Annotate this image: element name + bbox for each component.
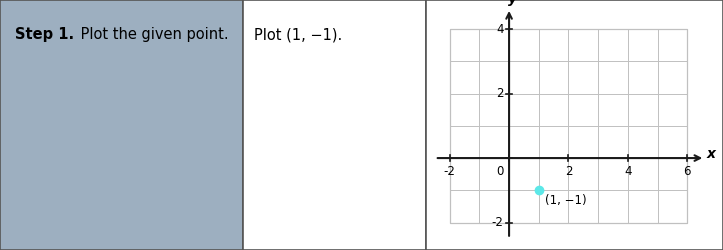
Text: x: x [706,147,716,161]
Text: Plot (1, −1).: Plot (1, −1). [254,28,342,42]
Text: -2: -2 [492,216,504,229]
Text: 2: 2 [496,87,504,100]
Text: 0: 0 [497,165,504,178]
Text: Plot the given point.: Plot the given point. [77,28,229,42]
Text: 6: 6 [683,165,691,178]
Text: -2: -2 [444,165,455,178]
Text: 4: 4 [624,165,632,178]
Text: (1, −1): (1, −1) [544,194,586,206]
Bar [450,29,688,222]
Text: y: y [508,0,517,6]
Text: Step 1.: Step 1. [14,28,74,42]
Text: 2: 2 [565,165,572,178]
Text: 4: 4 [496,22,504,36]
